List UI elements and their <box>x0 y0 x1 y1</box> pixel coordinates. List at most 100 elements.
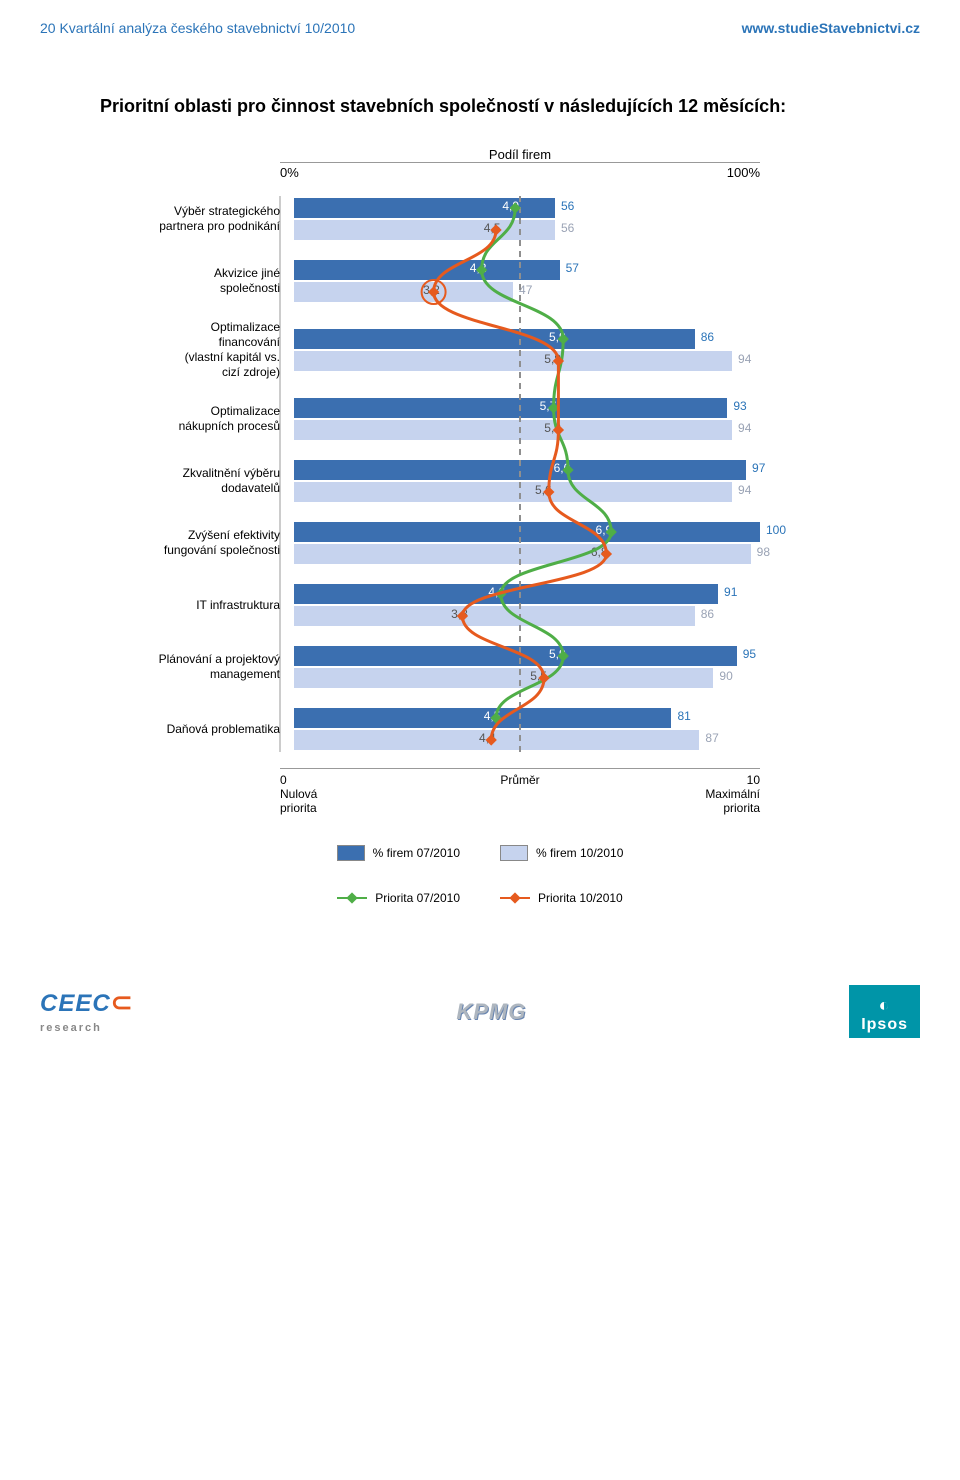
bar-a: 95 <box>294 646 737 666</box>
row-bars: 955,9905,5 <box>294 644 760 690</box>
priority-a-value: 5,9 <box>549 647 566 661</box>
logo-kpmg: KPMG <box>456 999 526 1025</box>
axis-right-txt: Maximální priorita <box>680 787 760 815</box>
bar-b-value: 98 <box>757 545 770 559</box>
bar-b: 98 <box>294 544 751 564</box>
priority-a-value: 5,7 <box>540 399 557 413</box>
bar-a: 100 <box>294 522 760 542</box>
bar-a-value: 97 <box>752 461 765 475</box>
bar-a: 57 <box>294 260 560 280</box>
row-label: Plánování a projektový management <box>100 652 294 682</box>
legend: % firem 07/2010 % firem 10/2010 Priorita… <box>200 845 760 905</box>
bar-b: 90 <box>294 668 713 688</box>
legend-c: Priorita 07/2010 Priorita 10/2010 <box>200 891 760 905</box>
swatch-line-b <box>500 897 530 899</box>
axis-left-txt: Nulová priorita <box>280 787 360 815</box>
priority-a-value: 4,5 <box>484 709 501 723</box>
legend-d-label: Priorita 10/2010 <box>538 891 623 905</box>
bar-a-value: 93 <box>733 399 746 413</box>
row-label: Zvýšení efektivity fungování společnosti <box>100 528 294 558</box>
chart-row: Optimalizace nákupních procesů 93 5,7 945,8 <box>100 396 860 442</box>
scale-podil: Podíl firem <box>280 147 760 162</box>
chart-row: Daňová problematika814,5874,4 <box>100 706 860 752</box>
row-bars: 93 5,7 945,8 <box>294 396 760 442</box>
row-label: Optimalizace nákupních procesů <box>100 404 294 434</box>
scale-0: 0% <box>280 165 299 180</box>
priority-b-value: 5,5 <box>530 669 547 683</box>
priority-b-value: 4,4 <box>479 731 496 745</box>
bar-b-value: 94 <box>738 352 751 366</box>
chart-row: Plánování a projektový management955,990… <box>100 644 860 690</box>
chart-row: Zvýšení efektivity fungování společnosti… <box>100 520 860 566</box>
swatch-b <box>500 845 528 861</box>
bar-b-value: 86 <box>701 607 714 621</box>
axis-right-num: 10 <box>680 773 760 787</box>
bar-a-value: 91 <box>724 585 737 599</box>
bar-a-value: 86 <box>701 330 714 344</box>
priority-b-value: 3,8 <box>451 607 468 621</box>
row-label: IT infrastruktura <box>100 598 294 613</box>
bar-b-value: 56 <box>561 221 574 235</box>
row-bars: 865,9945,8 <box>294 327 760 373</box>
axis-right: 10 Maximální priorita <box>680 773 760 815</box>
bar-a-value: 57 <box>566 261 579 275</box>
priority-a-value: 6,0 <box>554 461 571 475</box>
priority-b-value: 5,6 <box>535 483 552 497</box>
priority-a-value: 4,2 <box>470 261 487 275</box>
row-bars: 1006,9986,8 <box>294 520 760 566</box>
chart-row: IT infrastruktura914,6863,8 <box>100 582 860 628</box>
axis-mid: Průměr <box>500 773 539 815</box>
row-label: Daňová problematika <box>100 722 294 737</box>
bar-a-value: 81 <box>677 709 690 723</box>
bar-b: 94 <box>294 420 732 440</box>
axis-left: 0 Nulová priorita <box>280 773 360 815</box>
row-label: Akvizice jiné společnosti <box>100 266 294 296</box>
logo-ipsos: ◐ Ipsos <box>849 985 920 1038</box>
bar-b: 47 <box>294 282 513 302</box>
page-header: 20 Kvartální analýza českého stavebnictv… <box>40 20 920 36</box>
legend-a: % firem 07/2010 <box>337 845 460 861</box>
swatch-line-a <box>337 897 367 899</box>
legend-b-label: % firem 10/2010 <box>536 846 623 860</box>
row-bars: 976,0945,6 <box>294 458 760 504</box>
priority-b-value: 5,8 <box>544 421 561 435</box>
chart-row: Výběr strategického partnera pro podniká… <box>100 196 860 242</box>
priority-a-value: 5,9 <box>549 330 566 344</box>
bar-b-value: 94 <box>738 483 751 497</box>
row-label: Optimalizace financování (vlastní kapitá… <box>100 320 294 380</box>
chart-row: Optimalizace financování (vlastní kapitá… <box>100 320 860 380</box>
row-bars: 564,9564,5 <box>294 196 760 242</box>
legend-b: % firem 10/2010 <box>500 845 623 861</box>
legend-a-label: % firem 07/2010 <box>373 846 460 860</box>
bar-b: 56 <box>294 220 555 240</box>
bar-b-value: 47 <box>519 283 532 297</box>
bar-b: 94 <box>294 351 732 371</box>
bar-b-value: 87 <box>705 731 718 745</box>
bar-a-value: 56 <box>561 199 574 213</box>
bar-a: 86 <box>294 329 695 349</box>
priority-a-value: 4,6 <box>488 585 505 599</box>
axis-bottom: 0 Nulová priorita Průměr 10 Maximální pr… <box>280 768 760 815</box>
bar-a-value: 95 <box>743 647 756 661</box>
priority-b-value: 3,2 <box>423 283 440 297</box>
bar-b: 87 <box>294 730 699 750</box>
bar-b-value: 90 <box>719 669 732 683</box>
priority-b-value: 4,5 <box>484 221 501 235</box>
chart-area: Podíl firem 0% 100% Výběr strategického … <box>100 147 860 815</box>
row-bars: 914,6863,8 <box>294 582 760 628</box>
chart-row: Zkvalitnění výběru dodavatelů976,0945,6 <box>100 458 860 504</box>
row-bars: 574,2473,2 <box>294 258 760 304</box>
legend-c-label: Priorita 07/2010 <box>375 891 460 905</box>
rows-container: Výběr strategického partnera pro podniká… <box>100 196 860 752</box>
row-bars: 814,5874,4 <box>294 706 760 752</box>
scale-100: 100% <box>727 165 760 180</box>
bar-a: 91 <box>294 584 718 604</box>
page: 20 Kvartální analýza českého stavebnictv… <box>0 0 960 1068</box>
scale-top-row: 0% 100% <box>280 162 760 180</box>
swatch-a <box>337 845 365 861</box>
bar-b: 94 <box>294 482 732 502</box>
header-right: www.studieStavebnictvi.cz <box>742 20 920 36</box>
bar-a-value: 100 <box>766 523 786 537</box>
logo-ceec: CEEC⊂ research <box>40 987 133 1036</box>
priority-a-value: 6,9 <box>596 523 613 537</box>
